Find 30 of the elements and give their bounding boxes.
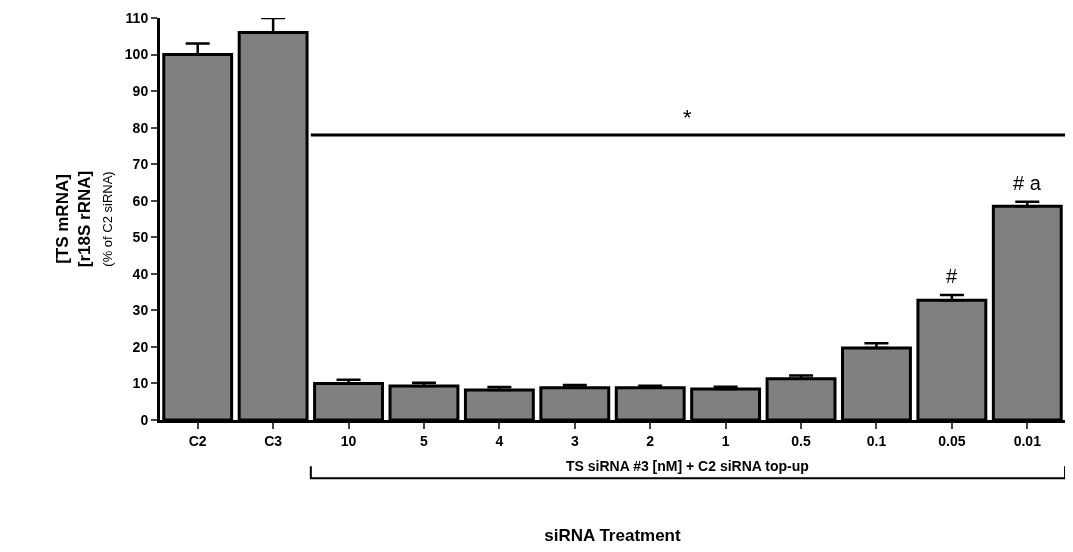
y-tick-label: 70 bbox=[132, 156, 149, 173]
x-tick-label: 0.5 bbox=[791, 432, 811, 449]
x-tick-label: 0.1 bbox=[866, 432, 887, 449]
x-tick-label: C2 bbox=[188, 432, 207, 449]
ref-line-label: * bbox=[683, 105, 692, 130]
y-tick-label: 60 bbox=[132, 192, 149, 209]
annotation: # bbox=[946, 265, 958, 287]
y-tick-label: 40 bbox=[132, 265, 149, 282]
y-axis-title: [TS mRNA] [r18S rRNA] (% of C2 siRNA) bbox=[53, 170, 116, 268]
x-tick-label: 2 bbox=[646, 432, 655, 449]
y-tick-label: 50 bbox=[132, 229, 149, 246]
y-tick-label: 80 bbox=[132, 119, 149, 136]
y-tick-label: 10 bbox=[132, 375, 149, 392]
text: TS siRNA #3 [nM] + C2 siRNA top-up bbox=[566, 458, 809, 474]
x-tick-label: C3 bbox=[264, 432, 283, 449]
x-tick-label: 10 bbox=[340, 432, 357, 449]
x-tick-label: 0.05 bbox=[938, 432, 966, 449]
x-tick-label: 5 bbox=[420, 432, 429, 449]
x-tick-label: 3 bbox=[570, 432, 579, 449]
x-tick-label: 4 bbox=[495, 432, 504, 449]
y-tick-label: 20 bbox=[132, 338, 149, 355]
y-tick-label: 30 bbox=[132, 302, 149, 319]
x-axis-title: siRNA Treatment bbox=[544, 526, 682, 546]
y-tick-label: 110 bbox=[125, 9, 149, 26]
y-tick-label: 90 bbox=[132, 82, 149, 99]
x-tick-label: 0.01 bbox=[1013, 432, 1042, 449]
y-tick-label: 100 bbox=[124, 46, 149, 63]
y-tick-label: 0 bbox=[140, 411, 149, 428]
annotation: # a bbox=[1013, 172, 1042, 194]
x-tick-label: 1 bbox=[721, 432, 730, 449]
